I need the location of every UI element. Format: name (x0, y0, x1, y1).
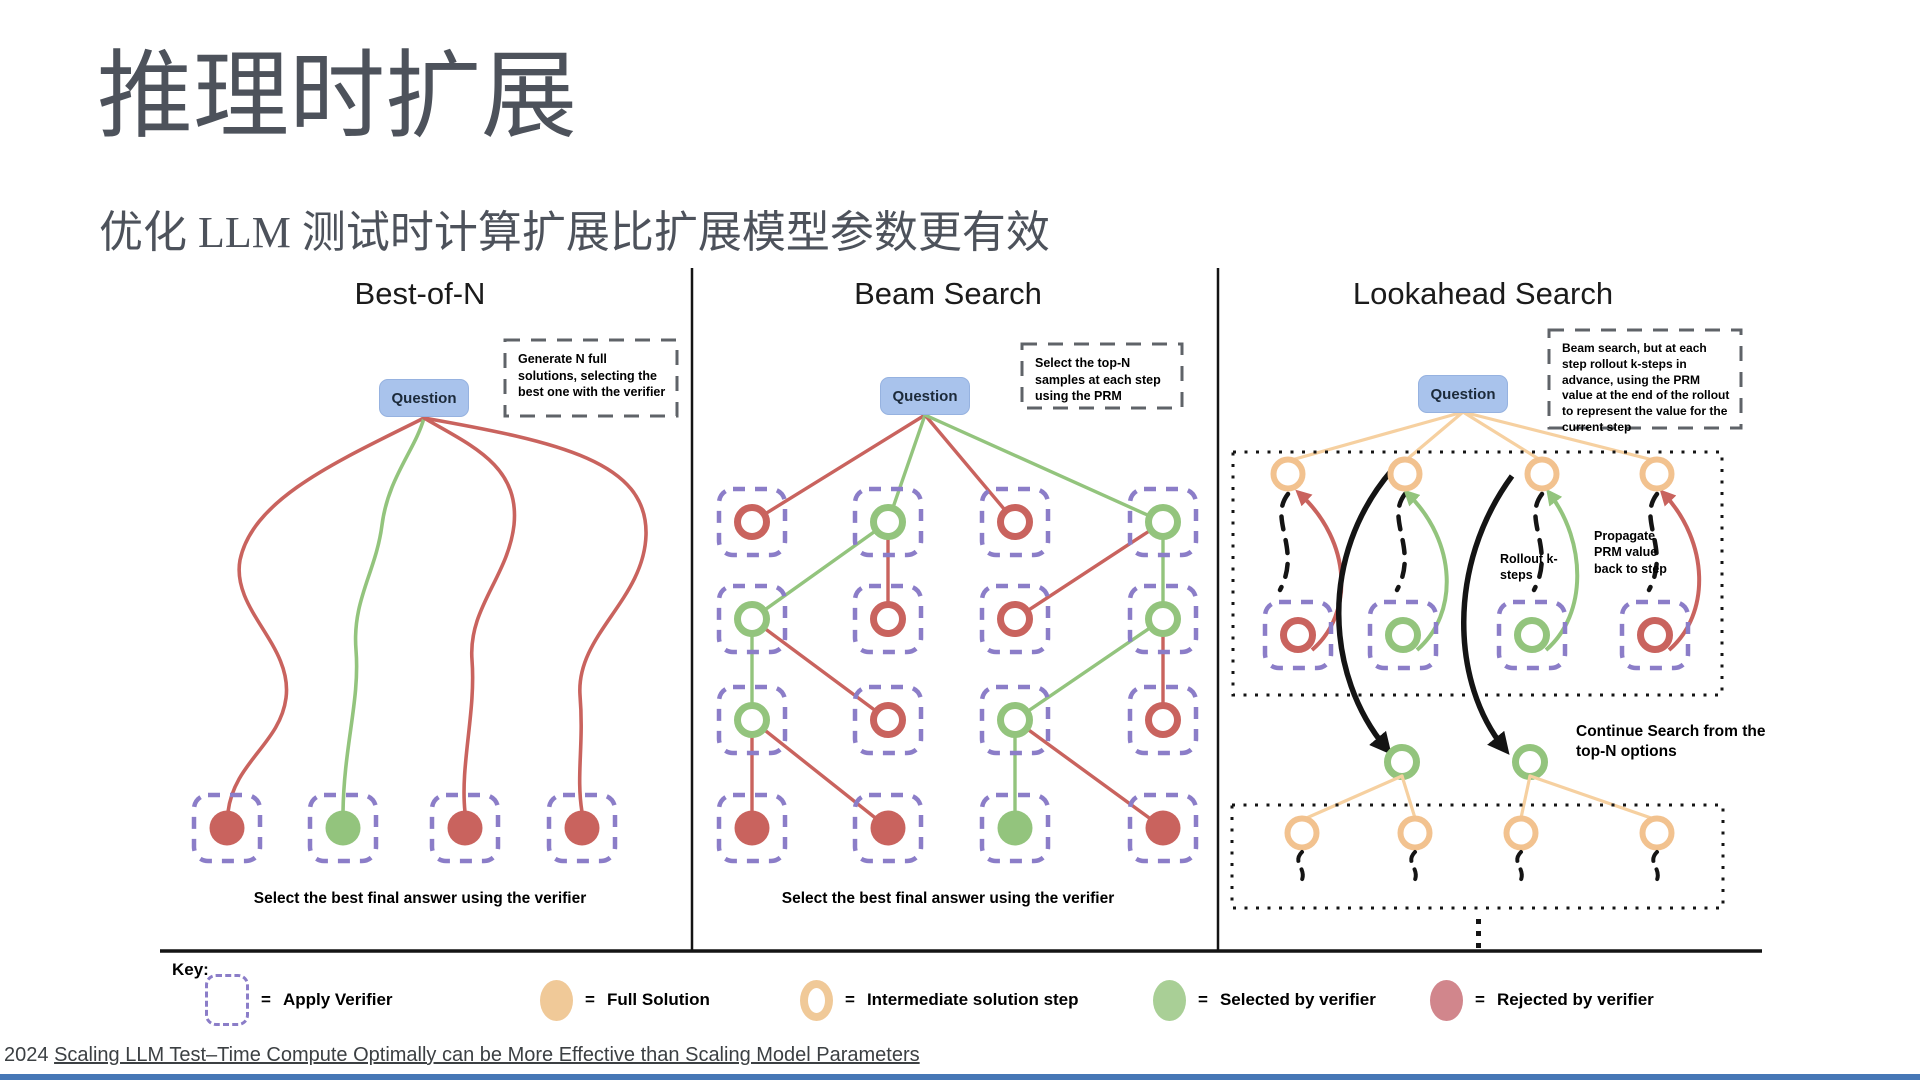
apply-verifier-boxes (191, 792, 618, 864)
page-title: 推理时扩展 (97, 43, 577, 150)
bottom-accent-bar (0, 1074, 1920, 1080)
beam-step-nodes (734, 504, 1181, 846)
selected-continue-nodes (1384, 744, 1548, 780)
caption-beam-search: Select the best final answer using the v… (781, 890, 1115, 907)
lookahead-step-nodes-bottom (1284, 815, 1675, 851)
continuation-ellipsis (1476, 919, 1481, 948)
note-best-of-n: Generate N full solutions, selecting the… (518, 352, 666, 399)
question-box-best-of-n: Question (379, 379, 469, 417)
continue-search-arrows (1336, 468, 1515, 755)
question-box-lookahead: Question (1418, 375, 1508, 413)
panel-divider-lines (160, 268, 1762, 953)
note-beam-search: Select the top-N samples at each step us… (1035, 356, 1161, 403)
rollout-squiggles (1277, 491, 1660, 593)
equals-sign: = (261, 990, 271, 1009)
legend-label: Rejected by verifier (1496, 990, 1654, 1009)
lookahead-step-nodes-top (1270, 456, 1675, 492)
legend-label: Apply Verifier (282, 990, 393, 1009)
note-box-borders (503, 328, 1743, 430)
panel-title-beam-search: Beam Search (854, 276, 1042, 311)
legend-item-apply-verifier: = Apply Verifier (205, 972, 393, 1028)
citation-year: 2024 (4, 1044, 49, 1066)
lookahead-search-tree (1230, 410, 1725, 948)
rollout-k-steps-label: Rollout k-steps (1500, 552, 1558, 583)
caption-best-of-n: Select the best final answer using the v… (253, 890, 587, 907)
equals-sign: = (1198, 990, 1208, 1009)
page-subtitle: 优化 LLM 测试时计算扩展比扩展模型参数更有效 (99, 208, 1050, 257)
panel-title-lookahead-search: Lookahead Search (1352, 276, 1614, 311)
legend-label: Intermediate solution step (866, 990, 1079, 1009)
legend-label: Full Solution (606, 990, 710, 1009)
apply-verifier-symbol (205, 974, 249, 1026)
continue-search-label: Continue Search from the top-N options (1576, 723, 1766, 761)
citation-link[interactable]: Scaling LLM Test–Time Compute Optimally … (54, 1044, 920, 1066)
legend-item-rejected: = Rejected by verifier (1430, 972, 1654, 1028)
apply-verifier-boxes (716, 486, 1199, 864)
rejected-symbol (1430, 979, 1463, 1021)
propagate-prm-label: Propagate PRM value back to step (1594, 529, 1667, 576)
equals-sign: = (1475, 990, 1485, 1009)
full-solution-symbol (540, 979, 573, 1021)
verified-rollout-nodes (1280, 617, 1673, 653)
key-label: Key: (172, 960, 209, 979)
final-answer-nodes (209, 810, 600, 846)
note-lookahead: Beam search, but at each step rollout k-… (1562, 341, 1730, 435)
legend-label: Selected by verifier (1219, 990, 1376, 1009)
equals-sign: = (845, 990, 855, 1009)
apply-verifier-boxes (1262, 599, 1691, 671)
legend-item-full-solution: = Full Solution (540, 972, 710, 1028)
next-rollout-region-border (1230, 803, 1725, 910)
panel-title-best-of-n: Best-of-N (354, 276, 486, 311)
bottom-squiggles (1296, 850, 1660, 888)
legend-item-selected: = Selected by verifier (1153, 972, 1376, 1028)
best-of-n-tree (191, 416, 648, 864)
beam-search-tree (716, 413, 1199, 864)
rollout-region-border (1231, 450, 1724, 697)
footer-citation: 2024 Scaling LLM Test–Time Compute Optim… (4, 1044, 920, 1067)
equals-sign: = (585, 990, 595, 1009)
legend-item-intermediate-step: = Intermediate solution step (800, 972, 1079, 1028)
selected-symbol (1153, 979, 1186, 1021)
question-box-beam-search: Question (880, 377, 970, 415)
continue-branch-lines (1300, 774, 1659, 822)
intermediate-step-symbol (800, 979, 833, 1021)
beam-edges (750, 413, 1165, 830)
